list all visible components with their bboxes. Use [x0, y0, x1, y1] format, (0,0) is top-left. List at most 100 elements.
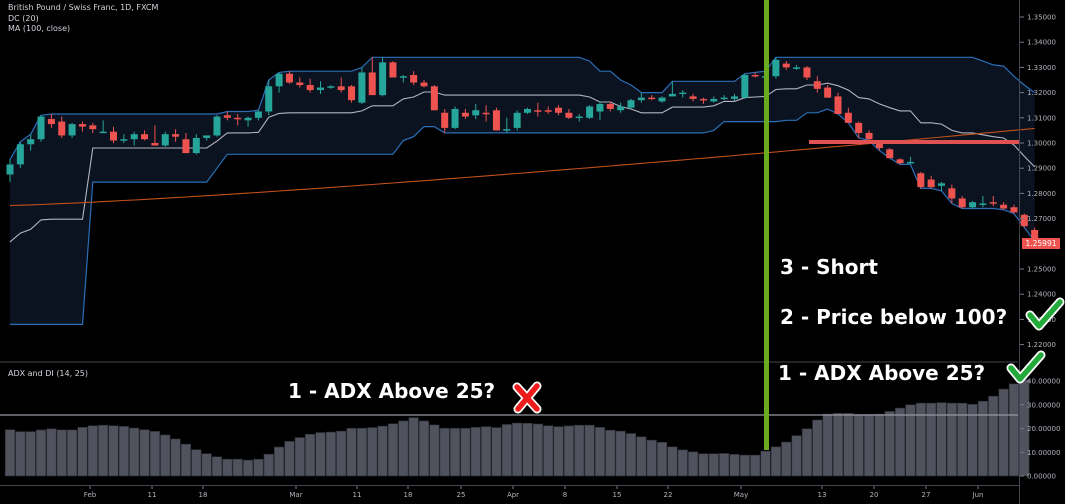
symbol-title[interactable]: British Pound / Swiss Franc, 1D, FXCM [8, 3, 159, 12]
price-tick-label: 1.34000 [1027, 39, 1056, 47]
adx-bar [305, 433, 316, 477]
candle-body [575, 116, 583, 119]
adx-tick-label: 0.00000 [1027, 473, 1056, 481]
candle-body [172, 134, 180, 137]
candle-body [461, 112, 469, 117]
annotation-short: 3 - Short [780, 255, 878, 279]
candle-body [855, 122, 863, 133]
adx-bar [832, 412, 844, 477]
candle-body [938, 183, 945, 186]
candle-body [89, 125, 97, 130]
adx-bar [56, 429, 67, 477]
adx-tick-label: 30.00000 [1027, 401, 1060, 409]
adx-bar [553, 426, 564, 477]
adx-bar [687, 451, 699, 477]
red-x-mark-icon [512, 381, 542, 414]
candle-body [1010, 207, 1018, 213]
adx-bar [294, 437, 305, 477]
adx-bar [708, 453, 719, 477]
adx-bar [77, 427, 88, 477]
price-level-line[interactable] [809, 140, 1020, 144]
candle-body [399, 76, 407, 78]
adx-bar [698, 453, 709, 477]
adx-bar [936, 402, 947, 477]
candle-body [379, 62, 387, 96]
adx-bar [791, 435, 802, 477]
adx-bar [719, 453, 730, 477]
candle-body [875, 143, 883, 149]
candle-body [958, 198, 966, 208]
candle-body [979, 203, 987, 205]
adx-bar [460, 427, 471, 477]
candle-body [430, 86, 438, 111]
candle-body [285, 73, 293, 83]
candle-body [699, 98, 707, 101]
adx-bar [863, 413, 875, 477]
candle-body [441, 112, 449, 128]
adx-bar [605, 429, 616, 477]
adx-bar [253, 458, 264, 477]
indicator-dc-label[interactable]: DC (20) [8, 13, 39, 23]
adx-bar [884, 411, 895, 477]
candle-body [192, 137, 200, 154]
adx-bar [35, 429, 47, 477]
time-tick-label: Apr [507, 491, 519, 499]
adx-bar [222, 458, 233, 477]
adx-bar [367, 427, 378, 477]
candle-body [513, 112, 521, 128]
last-price-tag: 1.25991 [1022, 238, 1060, 249]
candle-body [348, 86, 356, 101]
time-tick-label: 18 [404, 491, 413, 499]
indicator-ma-label[interactable]: MA (100, close) [8, 24, 71, 33]
price-tick-label: 1.24000 [1027, 291, 1056, 299]
candle-body [213, 116, 221, 136]
price-tick-label: 1.27000 [1027, 215, 1056, 223]
adx-bar [512, 422, 523, 477]
adx-bar [491, 427, 502, 477]
price-tick-label: 1.35000 [1027, 14, 1056, 22]
candle-body [16, 144, 24, 165]
price-axis[interactable]: 1.35000 1.34000 1.33000 1.32000 1.31000 1.300… [1020, 14, 1056, 350]
candle-body [223, 115, 231, 118]
candle-body [679, 92, 687, 95]
candle-body [203, 135, 211, 138]
candle-body [420, 82, 428, 87]
candle-body [720, 97, 728, 100]
candle-body [37, 116, 45, 140]
adx-bar [25, 431, 36, 477]
adx-bar [977, 400, 988, 477]
ma100-line [9, 127, 1035, 207]
candle-body [68, 124, 76, 136]
candle-body [389, 62, 397, 78]
adx-bar [449, 427, 461, 477]
candle-body [141, 134, 149, 140]
candle-body [555, 107, 563, 113]
candle-body [606, 103, 614, 109]
price-tick-label: 1.32000 [1027, 89, 1056, 97]
candle-body [813, 81, 821, 89]
adx-bar [160, 434, 171, 477]
candle-body [689, 96, 697, 99]
adx-tick-label: 10.00000 [1027, 449, 1060, 457]
adx-bar [874, 413, 885, 477]
adx-bar [377, 425, 388, 477]
adx-bar [4, 429, 16, 477]
adx-indicator-label[interactable]: ADX and DI (14, 25) [8, 369, 88, 378]
price-tick-label: 1.30000 [1027, 140, 1056, 148]
adx-bar [356, 427, 368, 477]
signal-vertical-line[interactable] [764, 0, 769, 450]
candle-body [772, 59, 780, 77]
candle-body [503, 129, 511, 131]
adx-bar [646, 439, 657, 477]
price-tick-label: 1.33000 [1027, 64, 1056, 72]
adx-bar [191, 449, 202, 477]
candle-body [296, 82, 304, 86]
candle-body [803, 67, 811, 78]
time-tick-label: May [734, 491, 748, 499]
time-axis[interactable]: Feb 11 18 Mar 11 18 25 Apr 8 15 22 May 13 20 27 Jun [84, 486, 984, 499]
time-tick-label: Feb [84, 491, 97, 499]
candle-body [741, 74, 749, 98]
adx-bar [615, 430, 626, 477]
adx-bar [346, 427, 357, 477]
